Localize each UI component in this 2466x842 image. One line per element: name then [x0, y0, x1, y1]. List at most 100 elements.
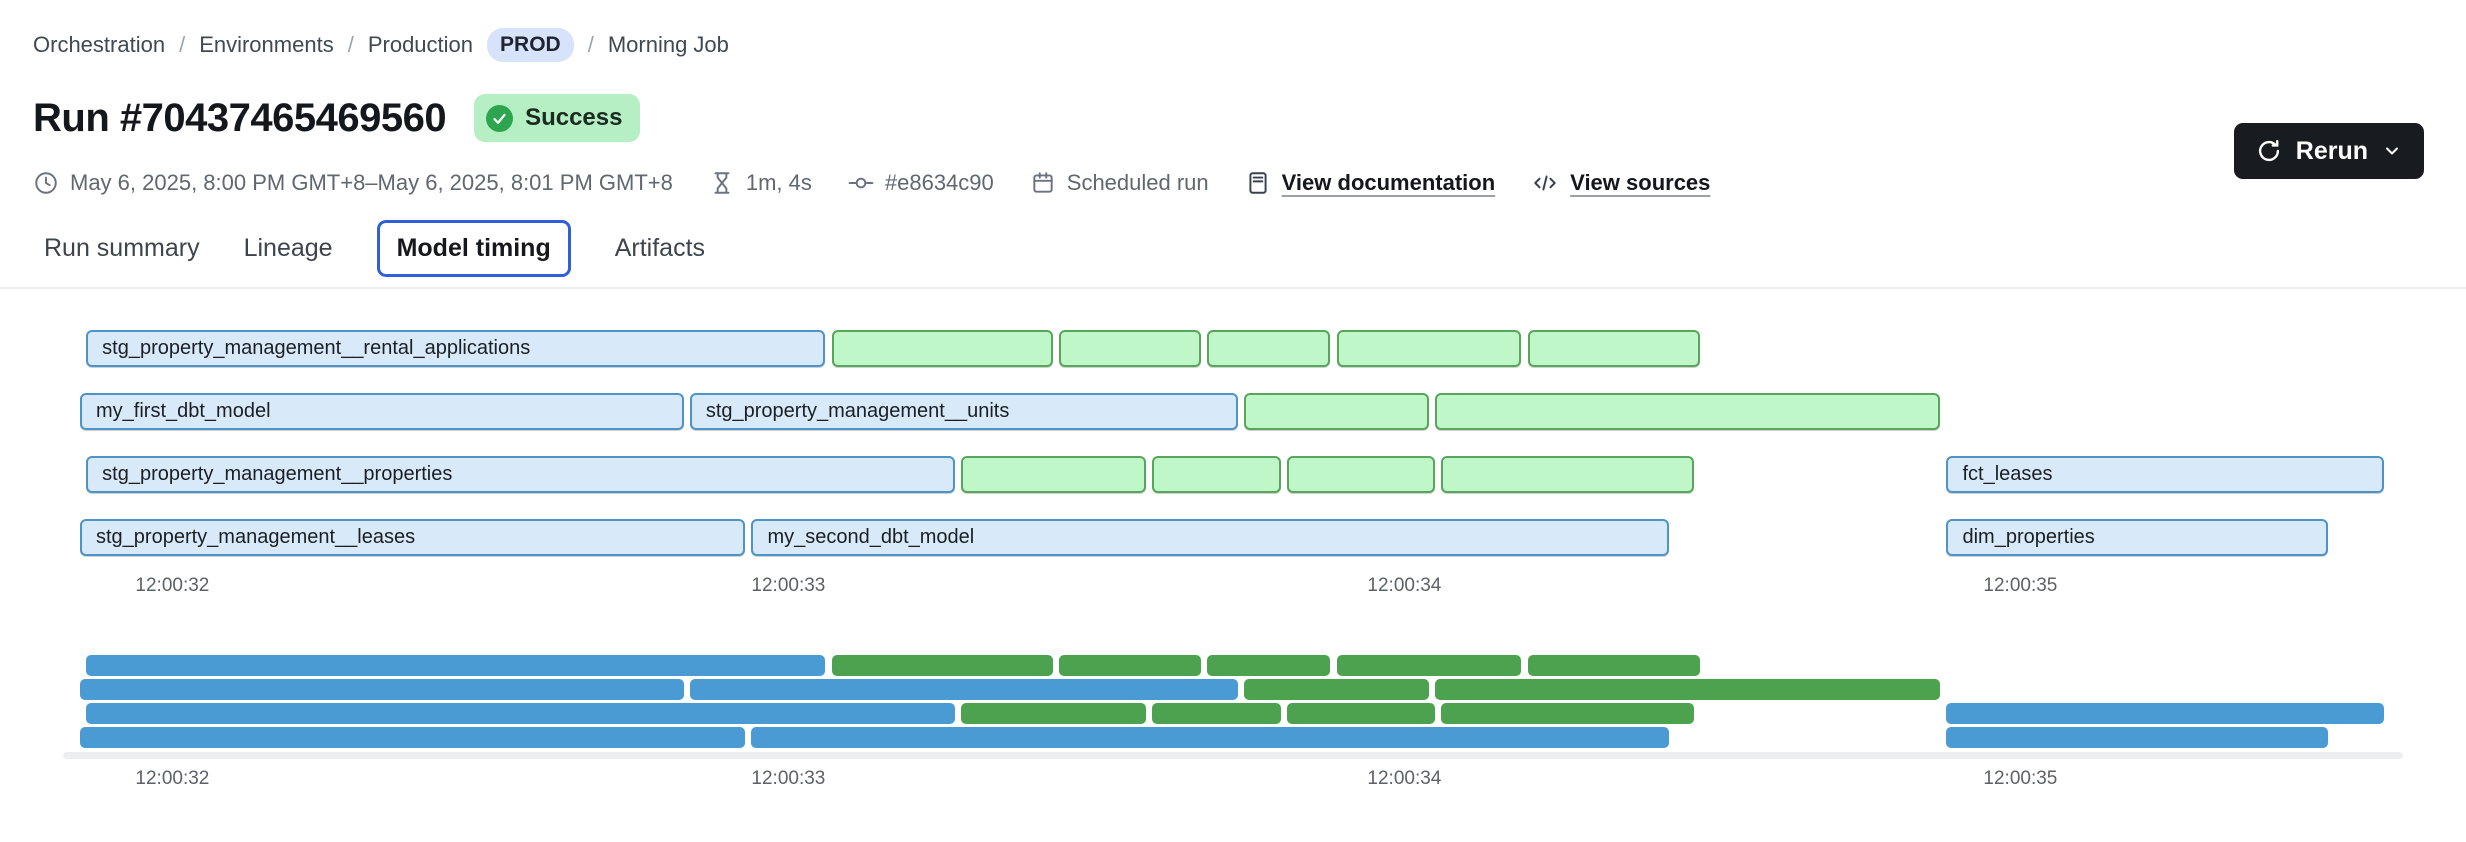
minimap-bar	[1059, 655, 1202, 676]
minimap-bar	[689, 679, 1239, 700]
run-trigger: Scheduled run	[1030, 170, 1209, 196]
axis-tick-label: 12:00:32	[135, 575, 210, 596]
tab-model-timing[interactable]: Model timing	[376, 220, 571, 277]
calendar-icon	[1033, 172, 1053, 193]
gantt-bar[interactable]	[1527, 330, 1701, 367]
axis-tick-label: 12:00:35	[1983, 575, 2058, 596]
axis-tick-label: 12:00:35	[1983, 768, 2058, 789]
gantt-bar[interactable]: stg_property_management__properties	[86, 456, 955, 493]
gantt-bar[interactable]: stg_property_management__leases	[80, 519, 746, 556]
minimap-bar	[1151, 703, 1282, 724]
axis-tick-label: 12:00:32	[135, 768, 210, 789]
environment-badge: PROD	[487, 28, 574, 62]
minimap-bar	[80, 727, 746, 748]
gantt-bar[interactable]	[1336, 330, 1522, 367]
axis-tick-label: 12:00:33	[751, 575, 826, 596]
gantt-bar-label: stg_property_management__units	[705, 400, 1010, 422]
clock-icon	[35, 172, 57, 194]
minimap-bar	[86, 655, 826, 676]
gantt-bar[interactable]	[1151, 456, 1282, 493]
rerun-button[interactable]: Rerun	[2233, 123, 2424, 179]
code-icon	[1534, 175, 1556, 191]
view-documentation-link[interactable]: View documentation	[1245, 170, 1495, 196]
gantt-bar[interactable]	[1059, 330, 1202, 367]
gantt-row: stg_property_management__properties fct_l…	[80, 456, 2390, 493]
hourglass-icon	[714, 172, 730, 194]
breadcrumb-item-orchestration[interactable]: Orchestration	[33, 32, 166, 57]
minimap-bar	[960, 703, 1146, 724]
check-icon	[486, 104, 514, 132]
run-duration: 1m, 4s	[709, 170, 812, 196]
gantt-bar[interactable]: dim_properties	[1946, 519, 2329, 556]
breadcrumb-separator: /	[179, 32, 186, 57]
gantt-bar-label: dim_properties	[1962, 526, 2095, 548]
document-icon	[1249, 172, 1267, 194]
gantt-chart: stg_property_management__rental_applicat…	[80, 330, 2390, 582]
minimap-bar	[1527, 655, 1701, 676]
axis-tick-label: 12:00:33	[751, 768, 826, 789]
gantt-bar[interactable]: fct_leases	[1946, 456, 2384, 493]
run-commit: #e8634c90	[848, 170, 994, 196]
gantt-bar-label: my_first_dbt_model	[96, 400, 271, 422]
minimap-row	[80, 703, 2390, 724]
status-badge: Success	[474, 94, 641, 142]
minimap-bar	[1336, 655, 1522, 676]
gantt-time-axis: 12:00:32 12:00:33 12:00:34 12:00:35	[80, 575, 2390, 599]
page-title: Run #70437465469560	[33, 95, 447, 140]
gantt-bar[interactable]	[1244, 393, 1430, 430]
gantt-bar-label: stg_property_management__rental_applicat…	[102, 337, 531, 359]
minimap-bar	[831, 655, 1054, 676]
minimap-row	[80, 727, 2390, 748]
minimap-bar	[1946, 727, 2329, 748]
title-row: Run #70437465469560 Success	[33, 94, 2424, 142]
minimap-row	[80, 679, 2390, 700]
chevron-down-icon	[2386, 147, 2398, 155]
refresh-icon	[2258, 139, 2279, 162]
minimap-brush-track[interactable]	[63, 752, 2403, 759]
minimap-bar	[86, 703, 955, 724]
gantt-bar[interactable]	[1207, 330, 1331, 367]
gantt-bar[interactable]	[831, 330, 1054, 367]
gantt-bar-label: stg_property_management__leases	[96, 526, 416, 548]
breadcrumb-item-morning-job[interactable]: Morning Job	[607, 32, 729, 57]
tab-bar: Run summary Lineage Model timing Artifac…	[33, 220, 2424, 277]
gantt-bar[interactable]	[1435, 393, 1941, 430]
gantt-bar[interactable]	[960, 456, 1146, 493]
tab-run-summary[interactable]: Run summary	[44, 234, 200, 262]
gantt-bar[interactable]: my_first_dbt_model	[80, 393, 684, 430]
minimap-bar	[1946, 703, 2384, 724]
page-header: Orchestration / Environments / Productio…	[0, 0, 2466, 277]
gantt-bar[interactable]: stg_property_management__rental_applicat…	[86, 330, 826, 367]
tab-lineage[interactable]: Lineage	[243, 234, 333, 262]
gantt-bar[interactable]: my_second_dbt_model	[751, 519, 1670, 556]
gantt-bar[interactable]: stg_property_management__units	[689, 393, 1239, 430]
minimap-row	[80, 655, 2390, 676]
gantt-bar[interactable]	[1441, 456, 1694, 493]
git-commit-icon	[848, 177, 874, 189]
minimap-bar	[80, 679, 684, 700]
breadcrumb-separator: /	[587, 32, 594, 57]
breadcrumb: Orchestration / Environments / Productio…	[33, 28, 2424, 62]
rerun-button-label: Rerun	[2295, 136, 2368, 165]
gantt-row: my_first_dbt_model stg_property_managemen…	[80, 393, 2390, 430]
minimap-bar	[1244, 679, 1430, 700]
breadcrumb-item-environments[interactable]: Environments	[199, 32, 334, 57]
minimap-bar	[1287, 703, 1436, 724]
gantt-bar-label: my_second_dbt_model	[767, 526, 975, 548]
tab-artifacts[interactable]: Artifacts	[614, 234, 706, 262]
gantt-row: stg_property_management__rental_applicat…	[80, 330, 2390, 367]
axis-tick-label: 12:00:34	[1367, 768, 1442, 789]
minimap-bar	[1207, 655, 1331, 676]
run-time-range: May 6, 2025, 8:00 PM GMT+8–May 6, 2025, …	[33, 170, 673, 196]
gantt-bar[interactable]	[1287, 456, 1436, 493]
view-sources-link[interactable]: View sources	[1531, 170, 1710, 196]
breadcrumb-separator: /	[347, 32, 354, 57]
gantt-bar-label: fct_leases	[1962, 463, 2053, 485]
breadcrumb-item-production[interactable]: Production	[367, 32, 474, 57]
minimap-bar	[1435, 679, 1941, 700]
timeline-minimap[interactable]	[80, 655, 2390, 751]
minimap-time-axis: 12:00:32 12:00:33 12:00:34 12:00:35	[80, 768, 2390, 792]
minimap-bar	[751, 727, 1670, 748]
status-badge-label: Success	[525, 104, 623, 131]
